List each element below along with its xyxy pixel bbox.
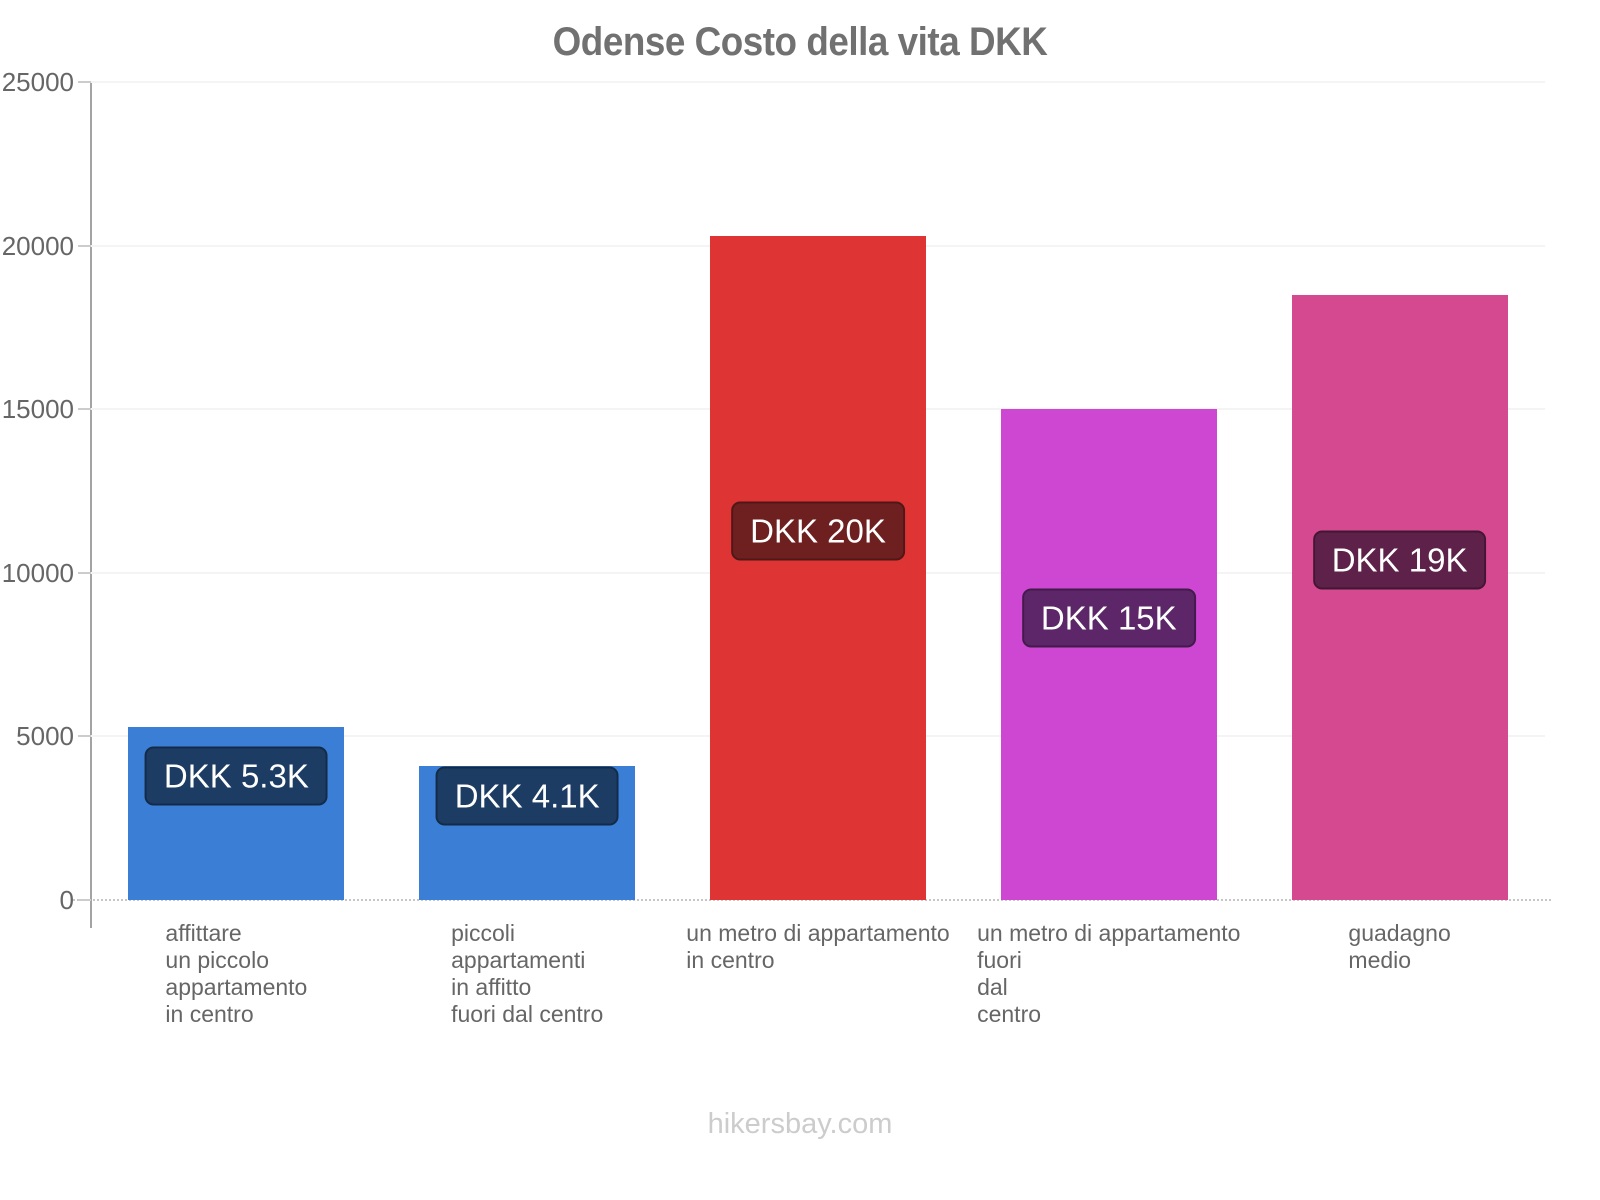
y-tick-mark — [78, 81, 91, 83]
bar — [710, 235, 926, 900]
bar-value-badge: DKK 15K — [1021, 588, 1196, 648]
x-axis-baseline — [73, 899, 1551, 901]
bar-value-badge: DKK 20K — [731, 501, 905, 561]
bar-value-badge: DKK 4.1K — [435, 766, 619, 826]
category-label: un metro di appartamento in centro — [686, 920, 950, 973]
category-label: piccoli appartamenti in affitto fuori da… — [451, 920, 604, 1027]
y-tick-label: 15000 — [1, 394, 74, 425]
y-tick-mark — [78, 244, 91, 247]
y-tick-mark — [78, 735, 91, 738]
y-tick-label: 20000 — [1, 230, 74, 261]
bar — [1291, 294, 1508, 900]
footer-watermark: hikersbay.com — [707, 1108, 893, 1140]
y-tick-mark — [78, 408, 91, 411]
plot-area: 0 5000 10000 15000 20000 25000 DKK 5.3K DKK 4.… — [2, 69, 1551, 1027]
y-axis-line — [90, 82, 92, 928]
category-label: affittare un piccolo appartamento in cen… — [165, 920, 308, 1027]
bar — [1000, 409, 1217, 900]
y-tick-mark — [78, 571, 91, 574]
y-tick-label: 10000 — [1, 557, 74, 588]
bar-value-badge: DKK 5.3K — [144, 746, 328, 806]
y-tick-label: 0 — [59, 885, 74, 915]
y-tick-mark — [78, 899, 91, 901]
y-tick-label: 25000 — [1, 67, 74, 97]
bar-value-badge: DKK 19K — [1312, 530, 1487, 590]
gridline — [91, 81, 1545, 83]
category-label: guadagno medio — [1348, 920, 1451, 973]
chart-title: Odense Costo della vita DKK — [552, 20, 1048, 64]
category-label: un metro di appartamento fuori dal centr… — [977, 920, 1241, 1027]
y-tick-label: 5000 — [16, 721, 74, 752]
